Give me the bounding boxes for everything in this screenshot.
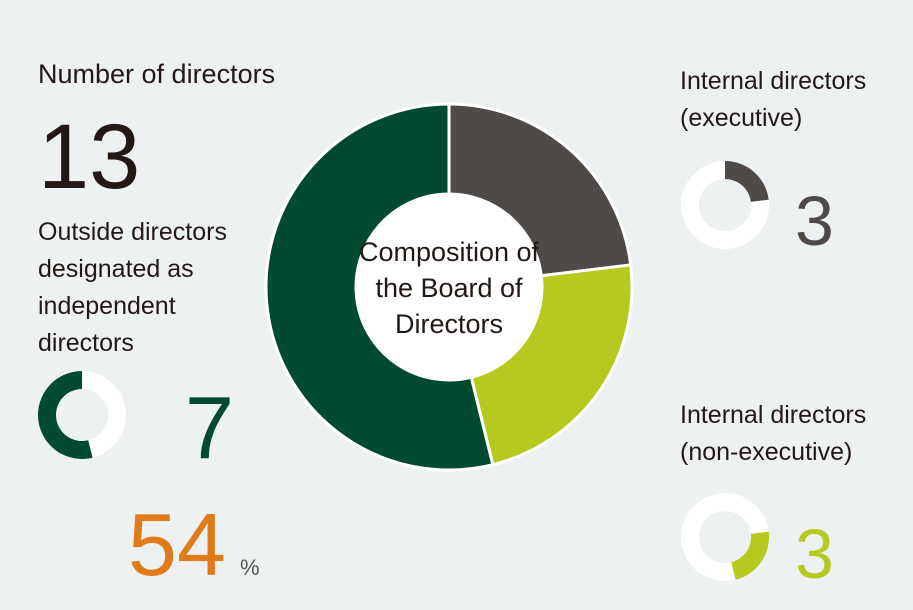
value-label: 7 xyxy=(185,378,234,477)
summary-label: Number of directors xyxy=(38,59,276,89)
chart-title: Composition of the Board of Directors xyxy=(358,237,540,339)
donut-segment xyxy=(447,102,633,278)
share-value: 54 xyxy=(128,495,226,594)
mini-donut-segment xyxy=(731,531,769,580)
mini-donut-segment xyxy=(38,371,93,459)
legend-label: Internal directors (executive) xyxy=(680,67,867,132)
legend-label: Internal directors (non-executive) xyxy=(680,401,867,466)
donut-hole xyxy=(356,194,542,380)
legend-label: Outside directors designated as independ… xyxy=(38,218,227,357)
value-label: 3 xyxy=(795,182,834,260)
mini-donut-segment xyxy=(725,161,769,202)
summary-value: 13 xyxy=(38,106,140,208)
donut-segment xyxy=(469,263,634,467)
share-unit: % xyxy=(240,555,260,580)
donut-segment xyxy=(264,102,495,472)
value-label: 3 xyxy=(795,515,834,593)
